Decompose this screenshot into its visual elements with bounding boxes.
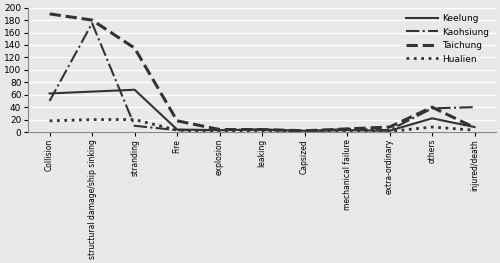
Keelung xyxy=(46,92,52,95)
Taichung xyxy=(344,127,350,130)
Line: Hualien: Hualien xyxy=(50,120,474,132)
Keelung xyxy=(429,117,435,120)
Hualien xyxy=(174,129,180,132)
Hualien xyxy=(132,118,138,121)
Taichung xyxy=(386,125,392,129)
Keelung xyxy=(132,88,138,91)
Legend: Keelung, Kaohsiung, Taichung, Hualien: Keelung, Kaohsiung, Taichung, Hualien xyxy=(404,12,492,65)
Keelung xyxy=(302,129,308,132)
Keelung xyxy=(174,128,180,131)
Kaohsiung xyxy=(132,124,138,127)
Taichung xyxy=(302,129,308,132)
Hualien xyxy=(429,125,435,129)
Hualien xyxy=(89,118,95,121)
Taichung xyxy=(259,128,265,131)
Kaohsiung xyxy=(216,129,222,132)
Taichung xyxy=(174,119,180,122)
Kaohsiung xyxy=(174,129,180,132)
Taichung xyxy=(429,105,435,109)
Keelung xyxy=(89,90,95,93)
Hualien xyxy=(216,130,222,133)
Hualien xyxy=(386,130,392,133)
Taichung xyxy=(89,18,95,22)
Taichung xyxy=(46,12,52,16)
Keelung xyxy=(344,129,350,132)
Kaohsiung xyxy=(344,127,350,130)
Kaohsiung xyxy=(46,99,52,103)
Kaohsiung xyxy=(89,22,95,25)
Taichung xyxy=(472,126,478,129)
Kaohsiung xyxy=(386,129,392,132)
Keelung xyxy=(259,128,265,131)
Line: Taichung: Taichung xyxy=(50,14,474,131)
Kaohsiung xyxy=(259,128,265,131)
Line: Keelung: Keelung xyxy=(50,90,474,131)
Kaohsiung xyxy=(302,130,308,133)
Hualien xyxy=(46,119,52,122)
Hualien xyxy=(259,129,265,132)
Kaohsiung xyxy=(472,105,478,109)
Line: Kaohsiung: Kaohsiung xyxy=(50,23,474,132)
Keelung xyxy=(216,129,222,132)
Hualien xyxy=(472,129,478,132)
Hualien xyxy=(344,129,350,132)
Taichung xyxy=(132,47,138,50)
Keelung xyxy=(472,125,478,129)
Keelung xyxy=(386,129,392,132)
Taichung xyxy=(216,128,222,131)
Kaohsiung xyxy=(429,107,435,110)
Hualien xyxy=(302,130,308,133)
